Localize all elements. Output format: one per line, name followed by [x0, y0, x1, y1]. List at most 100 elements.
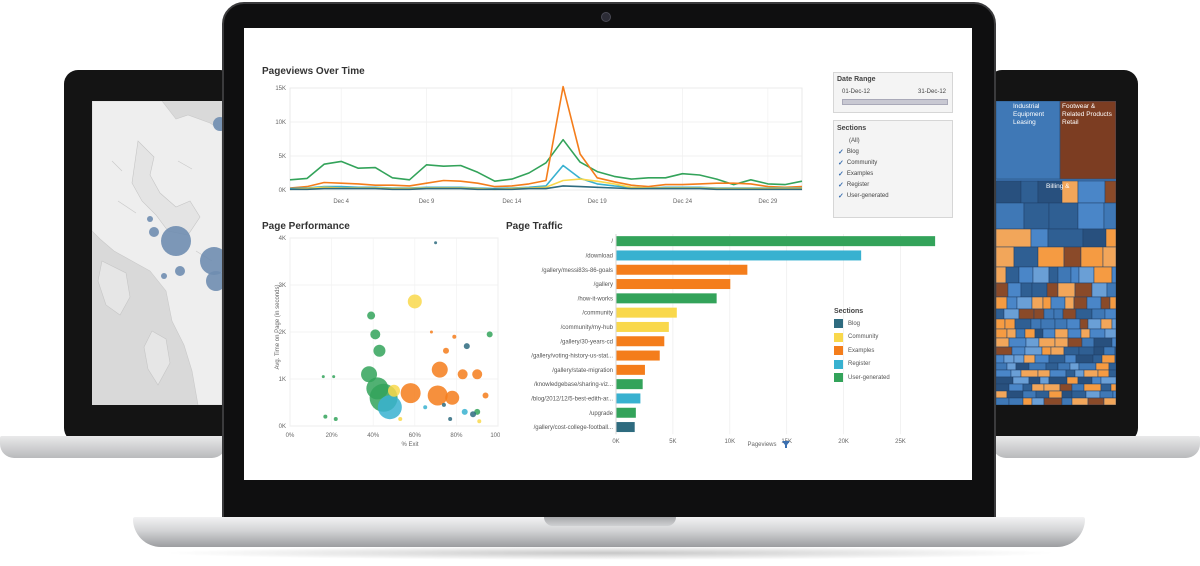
legend-item-user-generated[interactable]: User-generated: [834, 371, 944, 385]
traffic-bar[interactable]: [616, 264, 748, 275]
traffic-bar[interactable]: [616, 250, 862, 261]
date-range-slider[interactable]: [842, 99, 948, 105]
line-series-user-generated[interactable]: [289, 138, 803, 186]
treemap-cell: [1064, 296, 1075, 310]
treemap-cell: [1078, 346, 1095, 356]
legend-swatch: [834, 332, 843, 342]
treemap-cell: [996, 282, 1009, 298]
right-laptop-base: [992, 436, 1200, 458]
treemap-cell: [996, 337, 1010, 348]
scatter-point[interactable]: [463, 343, 470, 350]
legend-swatch: [834, 359, 843, 369]
world-map: [92, 101, 222, 405]
bar-category-label: /gallery/voting-history-us-stat...: [531, 354, 613, 360]
treemap-cell: [1105, 228, 1116, 248]
traffic-bar[interactable]: [616, 379, 643, 390]
scatter-point[interactable]: [470, 411, 477, 418]
treemap-cell: [1083, 383, 1102, 392]
line-series-blog[interactable]: [290, 185, 802, 191]
treemap-cell: [1031, 296, 1044, 310]
scatter-point[interactable]: [423, 405, 428, 410]
scatter-point[interactable]: [367, 311, 376, 320]
scatter-point[interactable]: [431, 361, 448, 378]
scatter-point[interactable]: [333, 416, 338, 421]
treemap-cell: [1022, 383, 1033, 392]
sections-filter-all[interactable]: (All): [838, 135, 889, 146]
treemap-cell: [1031, 282, 1048, 298]
scatter-point[interactable]: [323, 414, 328, 419]
sections-filter-item-user-generated[interactable]: ✓ User-generated: [838, 190, 889, 201]
date-range-start: 01-Dec-12: [842, 89, 871, 95]
sections-filter-item-blog[interactable]: ✓ Blog: [838, 146, 889, 157]
treemap-cell: [1104, 180, 1116, 204]
treemap-cell: [1040, 318, 1056, 330]
scatter-point[interactable]: [477, 419, 482, 424]
left-laptop-base: [0, 436, 226, 458]
scatter-point[interactable]: [441, 402, 446, 407]
traffic-bar[interactable]: [616, 393, 641, 404]
scatter-point[interactable]: [429, 330, 433, 334]
scatter-point[interactable]: [398, 416, 403, 421]
scatter-y-tick: 0K: [279, 424, 286, 430]
treemap-cell: [1034, 328, 1044, 339]
scatter-point[interactable]: [377, 395, 402, 420]
treemap-cell: [1099, 390, 1114, 399]
traffic-bar[interactable]: [616, 364, 645, 375]
traffic-bar[interactable]: [616, 279, 731, 290]
line-y-tick: 15K: [275, 86, 286, 92]
traffic-bar[interactable]: [616, 321, 669, 332]
scatter-point[interactable]: [370, 329, 381, 340]
treemap-cell: [1062, 308, 1077, 320]
line-series-examples[interactable]: [289, 85, 803, 189]
bar-category-label: /blog/2012/12/5-best-edith-ar...: [531, 396, 613, 402]
treemap-cell: [1075, 354, 1094, 364]
scatter-point[interactable]: [332, 375, 336, 379]
sections-filter-item-register[interactable]: ✓ Register: [838, 179, 889, 190]
treemap-cell: [996, 383, 1010, 392]
treemap-cell: [1086, 296, 1102, 310]
scatter-point[interactable]: [445, 390, 460, 405]
scatter-point[interactable]: [321, 375, 325, 379]
sort-filter-icon[interactable]: [782, 441, 790, 448]
sections-filter-item-community[interactable]: ✓ Community: [838, 157, 889, 168]
line-x-tick: Dec 14: [502, 199, 522, 205]
treemap-cell: [1054, 318, 1068, 330]
bar-category-label: /community/my-hub: [561, 325, 614, 331]
scatter-point[interactable]: [400, 383, 421, 404]
scatter-point[interactable]: [486, 331, 493, 338]
scatter-point[interactable]: [452, 334, 457, 339]
legend-item-register[interactable]: Register: [834, 358, 944, 372]
legend-item-examples[interactable]: Examples: [834, 344, 944, 358]
legend-item-community[interactable]: Community: [834, 331, 944, 345]
legend-item-blog[interactable]: Blog: [834, 317, 944, 331]
scatter-point[interactable]: [482, 392, 489, 399]
scatter-point[interactable]: [388, 384, 400, 397]
traffic-bar[interactable]: [616, 293, 717, 304]
scatter-point[interactable]: [472, 369, 483, 380]
sections-filter-item-examples[interactable]: ✓ Examples: [838, 168, 889, 179]
scatter-point[interactable]: [434, 241, 438, 245]
scatter-point[interactable]: [457, 369, 468, 380]
line-x-tick: Dec 24: [673, 199, 693, 205]
traffic-bar[interactable]: [616, 407, 636, 418]
scatter-point[interactable]: [443, 347, 449, 354]
treemap-cell: [1038, 337, 1056, 348]
treemap-cell: [1085, 390, 1101, 399]
scatter-point[interactable]: [373, 344, 386, 357]
traffic-bar[interactable]: [616, 422, 635, 433]
traffic-bar[interactable]: [616, 336, 665, 347]
scatter-point[interactable]: [427, 385, 448, 406]
treemap-cell: [1067, 328, 1082, 339]
traffic-bar[interactable]: [616, 307, 677, 318]
date-range-filter[interactable]: Date Range 01-Dec-12 31-Dec-12: [833, 72, 953, 113]
traffic-bar[interactable]: [616, 350, 660, 361]
map-bubble: [161, 273, 167, 279]
treemap-cell: [1012, 376, 1030, 385]
treemap-cell: [1080, 246, 1104, 268]
traffic-bar[interactable]: [616, 236, 936, 247]
scatter-point[interactable]: [448, 416, 453, 421]
treemap-cell: [1018, 266, 1034, 284]
treemap-cell: [1087, 397, 1105, 405]
scatter-point[interactable]: [461, 408, 468, 415]
scatter-point[interactable]: [407, 294, 422, 309]
